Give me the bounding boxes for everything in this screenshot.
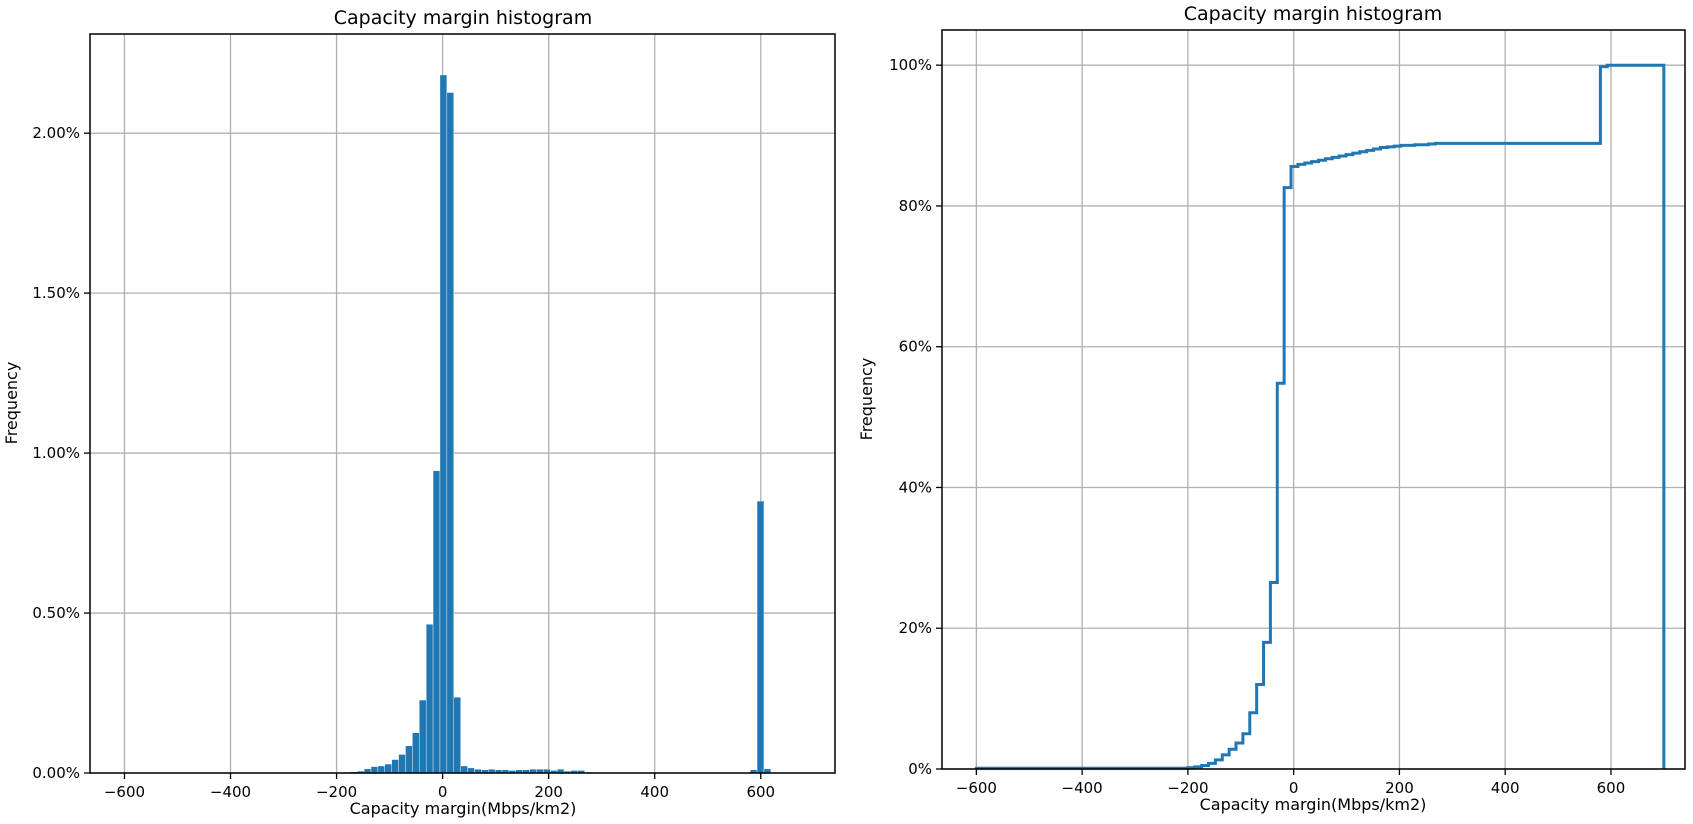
histogram-plot-frame	[89, 33, 836, 774]
cumulative-title: Capacity margin histogram	[1184, 3, 1442, 25]
y-tick-label: 80%	[899, 197, 932, 215]
histogram-bar	[391, 759, 399, 774]
x-tick-label: −200	[316, 783, 357, 801]
y-tick-label: 20%	[899, 619, 932, 637]
y-tick-label: 0.50%	[32, 604, 80, 622]
histogram-bar	[405, 745, 413, 774]
histogram-bar	[412, 732, 420, 774]
x-tick-label: 600	[1597, 779, 1626, 797]
histogram-y-axis-label: Frequency	[2, 362, 21, 445]
x-tick-label: 0	[1289, 779, 1299, 797]
x-tick-label: −200	[1167, 779, 1208, 797]
histogram-bar	[398, 754, 406, 774]
histogram-bar	[446, 92, 454, 774]
cumulative-plot-frame	[941, 29, 1686, 770]
x-tick-label: −400	[1062, 779, 1103, 797]
histogram-bar	[377, 765, 386, 774]
histogram-chart: Capacity margin histogram −600 −400 −200 0 2…	[2, 7, 836, 818]
histogram-bar	[419, 699, 427, 774]
histogram-grid	[90, 34, 835, 774]
x-tick-label: 400	[1491, 779, 1520, 797]
x-tick-label: 400	[640, 783, 669, 801]
y-tick-label: 1.00%	[32, 444, 80, 462]
y-tick-label: 60%	[899, 338, 932, 356]
x-tick-label: 200	[1385, 779, 1414, 797]
histogram-bar	[453, 696, 461, 774]
histogram-bar	[432, 470, 441, 774]
histogram-x-axis-label: Capacity margin(Mbps/km2)	[350, 799, 577, 818]
y-tick-label: 0%	[908, 760, 932, 778]
histogram-bar	[467, 767, 475, 774]
x-tick-label: 600	[746, 783, 775, 801]
x-tick-label: −600	[104, 783, 145, 801]
cumulative-chart: Capacity margin histogram −600 −400 −200 0 2…	[857, 3, 1686, 814]
x-tick-label: 200	[534, 783, 563, 801]
cumulative-x-ticks: −600 −400 −200 0 200 400 600	[956, 769, 1626, 797]
x-tick-label: −400	[210, 783, 251, 801]
x-tick-label: 0	[438, 783, 448, 801]
y-tick-label: 40%	[899, 478, 932, 496]
cumulative-grid	[942, 30, 1685, 770]
histogram-x-ticks: −600 −400 −200 0 200 400 600	[104, 773, 775, 801]
histogram-bar	[756, 500, 765, 774]
histogram-bar	[439, 74, 448, 774]
histogram-bar	[425, 624, 434, 774]
histogram-bars	[336, 74, 772, 774]
y-tick-label: 2.00%	[32, 124, 80, 142]
y-tick-label: 0.00%	[32, 764, 80, 782]
cumulative-y-ticks: 0% 20% 40% 60% 80% 100%	[889, 56, 942, 778]
cumulative-x-axis-label: Capacity margin(Mbps/km2)	[1200, 795, 1427, 814]
histogram-title: Capacity margin histogram	[334, 7, 592, 29]
histogram-bar	[460, 765, 468, 774]
cumulative-y-axis-label: Frequency	[857, 358, 876, 441]
histogram-bar	[370, 766, 379, 774]
histogram-y-ticks: 0.00% 0.50% 1.00% 1.50% 2.00%	[32, 124, 90, 782]
x-tick-label: −600	[956, 779, 997, 797]
y-tick-label: 100%	[889, 56, 932, 74]
y-tick-label: 1.50%	[32, 284, 80, 302]
histogram-bar	[384, 763, 392, 774]
cumulative-step-line	[974, 63, 1666, 770]
